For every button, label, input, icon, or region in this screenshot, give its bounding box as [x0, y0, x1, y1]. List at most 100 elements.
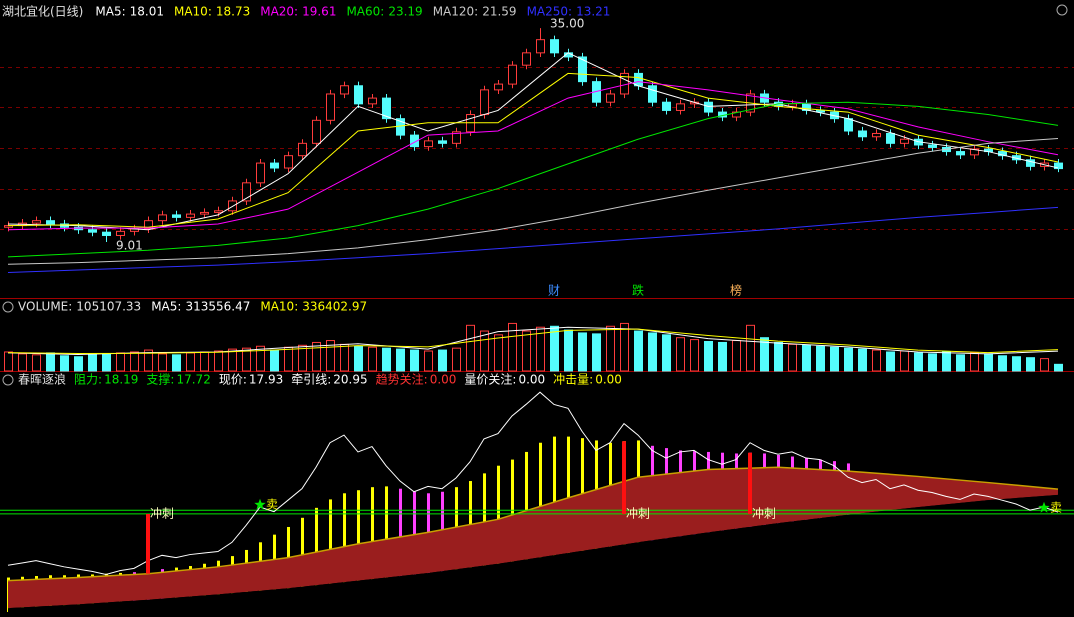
volume-bar [816, 345, 825, 372]
indicator-value: 17.72 [176, 373, 210, 387]
candle-body [956, 151, 965, 156]
candle-body [354, 85, 363, 105]
legend-value: 18.73 [216, 5, 250, 19]
volume-bar [172, 354, 181, 372]
volume-bar [564, 329, 573, 372]
candle-body [46, 220, 55, 225]
candle-body [676, 103, 685, 111]
volume-bar [592, 333, 601, 372]
candle-body [536, 39, 545, 54]
candle-body [858, 130, 867, 138]
volume-bar [326, 340, 335, 372]
volume-bar [228, 348, 237, 372]
candle-body [844, 118, 853, 132]
volume-bar [4, 351, 13, 372]
volume-bar [634, 330, 643, 372]
volume-bar [536, 326, 545, 372]
volume-bar [88, 354, 97, 372]
panel-menu-icon[interactable] [2, 301, 14, 313]
candle-body [578, 56, 587, 83]
candle-body [1054, 162, 1063, 170]
legend-label: MA10: [260, 300, 298, 314]
volume-bar [970, 352, 979, 372]
candle-body [522, 52, 531, 66]
legend-label: MA5: [95, 5, 125, 19]
candle-body [452, 131, 461, 144]
volume-bar [1012, 356, 1021, 372]
candle-body [508, 64, 517, 85]
indicator-value: 17.93 [249, 373, 283, 387]
indicator-label: 冲击量: [553, 372, 593, 387]
indicator-value: 0.00 [518, 373, 545, 387]
price-annotation: 9.01 [116, 238, 143, 252]
volume-bar [214, 350, 223, 372]
volume-bar [1054, 363, 1063, 372]
price-line [7, 391, 1059, 575]
candle-body [368, 97, 377, 105]
candle-body [648, 85, 657, 103]
candle-body [256, 162, 265, 184]
volume-bar [760, 337, 769, 372]
volume-bar [284, 346, 293, 372]
area-mask [8, 494, 1058, 617]
volume-bar [662, 334, 671, 372]
legend-label: MA250: [527, 5, 573, 19]
volume-bar [466, 324, 475, 372]
volume-bar [242, 347, 251, 372]
volume-bar [1026, 357, 1035, 372]
legend-value: 18.01 [130, 5, 164, 19]
indicator-label: 牵引线: [291, 373, 331, 387]
candle-body [704, 101, 713, 113]
candle-body [662, 101, 671, 111]
candle-body [900, 138, 909, 144]
volume-bar [46, 352, 55, 372]
indicator-label: 支撑: [146, 372, 174, 387]
event-marker: 财 [548, 284, 560, 298]
volume-bar [368, 346, 377, 372]
volume-bar [270, 349, 279, 372]
indicator-value: 0.00 [595, 373, 622, 387]
indicator-label: 趋势关注: [376, 372, 428, 387]
trend-area [8, 467, 1058, 609]
legend-label: MA120: [433, 5, 479, 19]
candle-body [816, 109, 825, 113]
impulse-label: 冲刺 [752, 505, 776, 520]
volume-bar [844, 347, 853, 372]
volume-bar [550, 325, 559, 372]
sell-star [1038, 501, 1050, 513]
candle-body [312, 119, 321, 144]
panel-menu-icon[interactable] [2, 374, 14, 386]
volume-bar [298, 344, 307, 372]
candle-body [200, 211, 209, 215]
settings-icon[interactable] [1056, 4, 1068, 16]
candle-body [326, 93, 335, 121]
volume-bar [690, 339, 699, 372]
candle-body [424, 140, 433, 148]
indicator-label: 量价关注: [464, 372, 516, 387]
candle-body [116, 230, 125, 236]
event-marker: 跌 [632, 283, 644, 298]
volume-bar [32, 354, 41, 372]
volume-bar [340, 343, 349, 372]
candle-body [1026, 159, 1035, 167]
volume-bar [774, 341, 783, 372]
volume-bar [130, 351, 139, 372]
candle-body [186, 213, 195, 218]
volume-bar [578, 332, 587, 372]
legend-value: 13.21 [576, 5, 610, 19]
volume-bar [956, 354, 965, 372]
indicator-title: 春晖逐浪 [18, 372, 66, 387]
volume-bar [704, 341, 713, 372]
candle-body [32, 220, 41, 224]
sell-label: 卖 [266, 497, 278, 511]
candle-body [410, 134, 419, 148]
candle-body [340, 85, 349, 95]
candle-body [480, 89, 489, 116]
indicator-value: 20.95 [333, 373, 367, 387]
legend-value: 313556.47 [185, 300, 250, 314]
candle-body [102, 231, 111, 236]
volume-bar [998, 355, 1007, 372]
candle-body [158, 214, 167, 222]
impulse-label: 冲刺 [626, 505, 650, 520]
